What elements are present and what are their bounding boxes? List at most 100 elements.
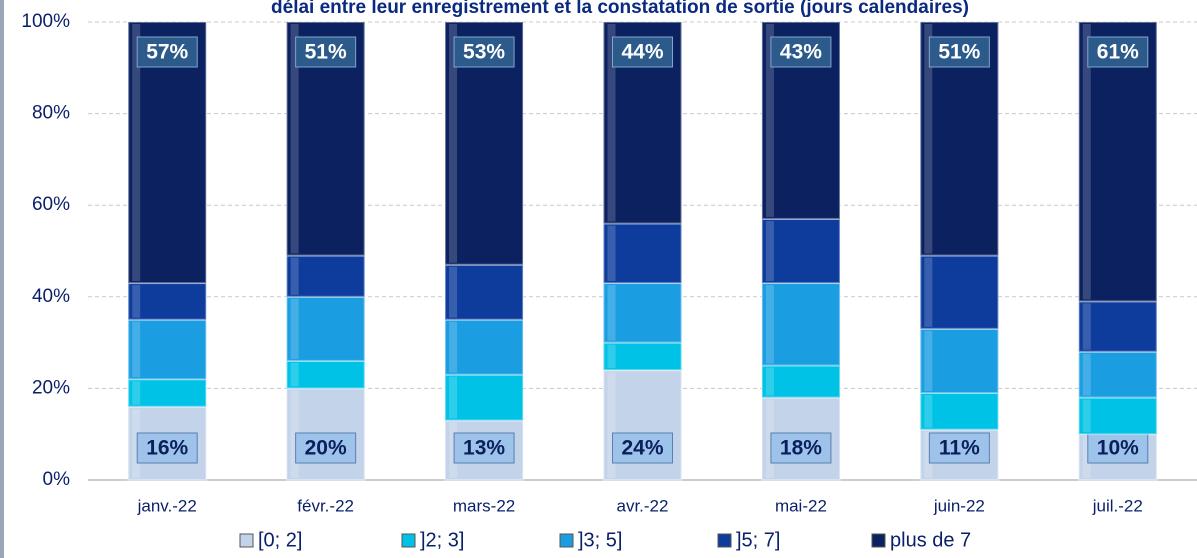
bar-shine [449, 321, 458, 373]
bar-shine [607, 285, 616, 341]
bar-shine [1082, 436, 1091, 478]
bar-shine [290, 257, 299, 295]
legend-label: [0; 2] [258, 529, 302, 551]
bar-shine [1082, 353, 1091, 396]
bar-shine [449, 24, 458, 263]
data-label: 13% [463, 437, 505, 460]
y-tick-label: 100% [21, 11, 70, 32]
bar-shine [1082, 399, 1091, 433]
legend-swatch [717, 533, 732, 548]
bar-segment [919, 391, 1000, 431]
bar-shine [924, 257, 933, 327]
bar-segment [1077, 300, 1158, 353]
bar-shine [449, 266, 458, 318]
legend-swatch [559, 533, 574, 548]
x-tick-label: juil.-22 [1092, 496, 1143, 515]
bar-shine [924, 394, 933, 428]
legend-swatch [239, 533, 254, 548]
bar-segment [602, 341, 683, 372]
bar-shine [132, 24, 141, 282]
chart-title: délai entre leur enregistrement et la co… [271, 0, 969, 18]
data-label-box [1087, 36, 1149, 68]
bar-shine [449, 376, 458, 419]
data-label-box [770, 36, 832, 68]
legend-label: ]2; 3] [420, 529, 464, 551]
x-tick-label: mai-22 [775, 496, 827, 515]
data-label-box [928, 36, 990, 68]
bar-shine [765, 367, 774, 396]
bar-shine [765, 285, 774, 364]
data-label: 51% [938, 41, 980, 64]
data-label: 18% [780, 437, 822, 460]
bar-shine [290, 24, 299, 254]
bar-shine [132, 321, 141, 378]
bar-segment [1077, 396, 1158, 436]
bar-shine [765, 399, 774, 478]
data-label: 20% [305, 437, 347, 460]
bar-shine [132, 285, 141, 318]
x-tick-label: mars-22 [453, 496, 515, 515]
legend-label: plus de 7 [890, 529, 971, 551]
data-label-box [770, 432, 832, 464]
data-label-box [136, 36, 198, 68]
bar-segment [444, 373, 525, 422]
bar-shine [607, 24, 616, 222]
data-label-box [612, 36, 673, 68]
data-label-box [612, 432, 673, 464]
y-tick-label: 60% [32, 194, 70, 215]
data-label: 11% [939, 437, 980, 460]
bar-shine [765, 24, 774, 217]
bar-shine [924, 431, 933, 478]
legend-swatch [401, 533, 416, 548]
bar-segment [602, 282, 683, 344]
legend-swatch [871, 533, 886, 548]
data-label: 16% [146, 437, 188, 460]
bar-shine [449, 422, 458, 478]
bar-shine [924, 330, 933, 391]
bar-segment [285, 295, 366, 362]
legend-label: ]5; 7] [736, 529, 780, 551]
bar-shine [607, 225, 616, 282]
y-tick-label: 20% [32, 377, 70, 398]
bar-segment [285, 359, 366, 390]
y-tick-label: 80% [32, 103, 70, 124]
data-label: 57% [146, 41, 188, 64]
frame-edge [0, 0, 4, 558]
bar-shine [290, 362, 299, 387]
bar-shine [132, 408, 141, 478]
bar-shine [924, 24, 933, 254]
bar-shine [290, 390, 299, 478]
x-tick-label: févr.-22 [297, 496, 354, 515]
bar-shine [765, 220, 774, 282]
bar-shine [1082, 24, 1091, 300]
x-tick-label: juin-22 [933, 496, 985, 515]
bar-shine [607, 372, 616, 478]
data-label: 53% [463, 41, 505, 64]
bar-shine [290, 298, 299, 359]
data-label: 10% [1097, 437, 1139, 460]
data-label-box [295, 36, 357, 68]
y-tick-label: 0% [43, 469, 71, 490]
y-tick-label: 40% [32, 286, 70, 307]
bar-segment [919, 327, 1000, 394]
data-label-box [136, 432, 198, 464]
bar-segment [127, 378, 208, 408]
data-label-box [453, 432, 515, 464]
bar-segment [1077, 21, 1158, 303]
bar-segment [285, 254, 366, 298]
bar-segment [444, 318, 525, 376]
bar-segment [1077, 350, 1158, 399]
data-label: 43% [780, 41, 822, 64]
data-label: 44% [621, 41, 663, 64]
data-label: 51% [305, 41, 347, 64]
data-label-box [295, 432, 357, 464]
data-label-box [453, 36, 515, 68]
bar-shine [607, 344, 616, 369]
legend-label: ]3; 5] [578, 529, 622, 551]
bar-shine [1082, 303, 1091, 350]
x-tick-label: avr.-22 [617, 496, 669, 515]
data-label-box [1087, 432, 1149, 464]
data-label-box [928, 432, 990, 464]
bar-shine [132, 381, 141, 405]
